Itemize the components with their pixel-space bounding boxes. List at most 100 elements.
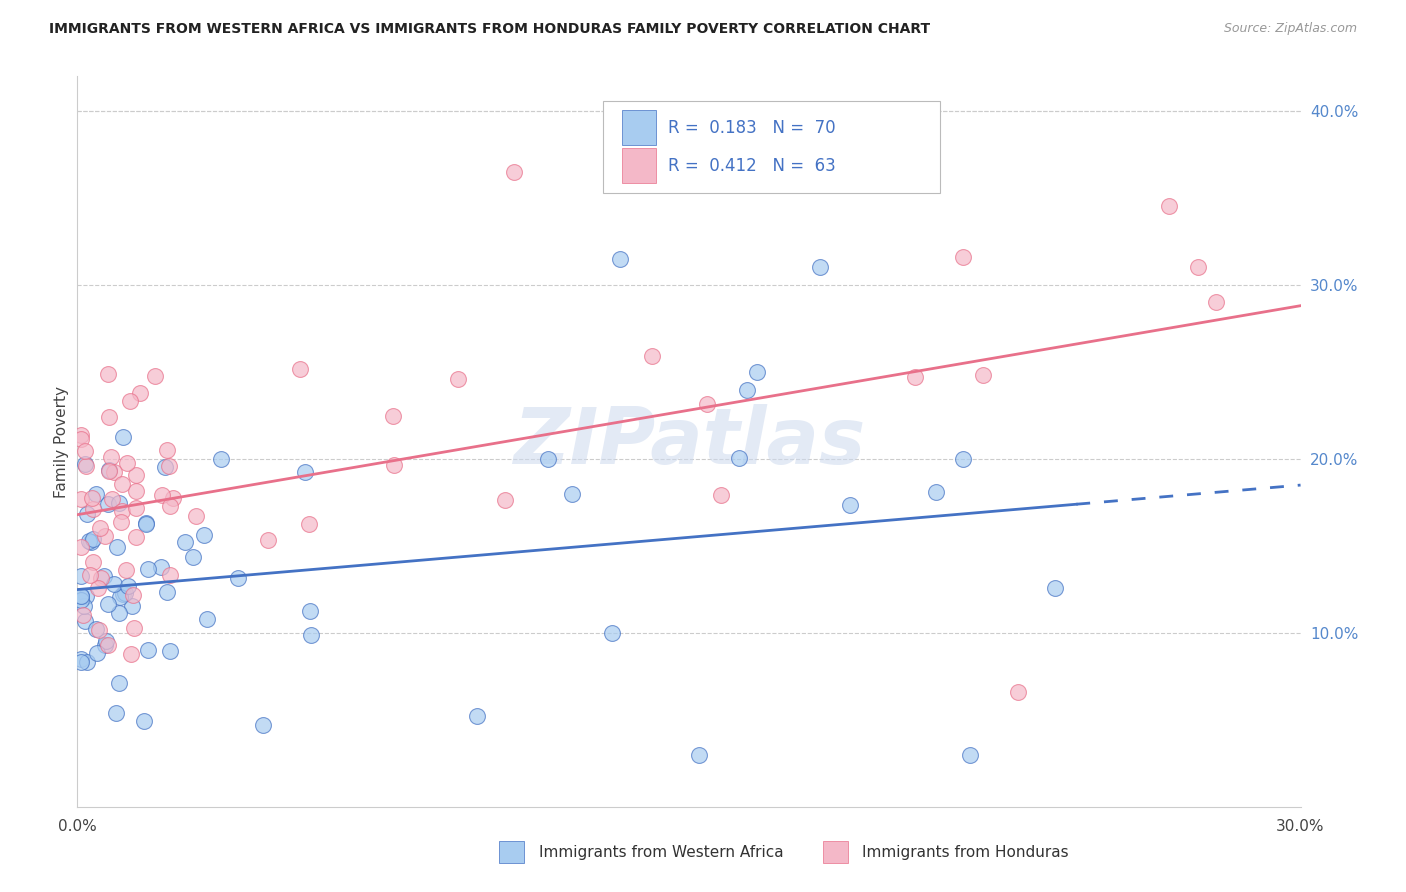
Point [82,555,104,569]
Point [181,550,204,565]
Point [100,492,122,507]
Point [108,496,131,510]
Point [70,432,93,446]
Text: Immigrants from Honduras: Immigrants from Honduras [862,845,1069,860]
Point [111,476,134,491]
Point [135,516,157,531]
Point [108,590,131,604]
Point [959,747,981,762]
Point [159,644,181,658]
Point [103,465,125,479]
Point [136,643,159,657]
Point [904,370,927,384]
Point [70,541,93,555]
Point [70,592,93,607]
Point [156,585,179,599]
Point [640,350,662,364]
Point [1187,260,1209,275]
Point [1159,199,1181,213]
Point [728,450,751,465]
Point [465,709,488,723]
Point [688,747,710,762]
Point [382,409,405,424]
Point [294,465,316,479]
Point [117,579,139,593]
Point [93,568,115,582]
Text: Source: ZipAtlas.com: Source: ZipAtlas.com [1223,22,1357,36]
Point [299,627,322,641]
Point [84,622,107,636]
Point [70,652,93,666]
Point [537,451,560,466]
Point [159,568,181,582]
Bar [823,841,848,863]
Point [70,589,93,603]
Point [1205,295,1227,310]
Point [972,368,994,382]
Point [76,655,98,669]
Point [93,638,115,652]
Point [90,571,112,585]
Point [135,516,157,530]
Point [87,582,110,596]
Point [115,456,138,470]
Bar [499,841,524,863]
Point [952,251,974,265]
Point [125,467,148,482]
Point [110,516,132,530]
Point [150,488,173,502]
Point [82,502,104,516]
Point [226,571,249,585]
Point [125,501,148,516]
Point [122,588,145,602]
Point [159,499,181,513]
Point [96,497,118,511]
Point [100,450,122,464]
Point [73,615,96,629]
Point [162,491,184,505]
Point [150,560,173,574]
Text: ZIPatlas: ZIPatlas [513,403,865,480]
Point [125,484,148,499]
Point [600,625,623,640]
Point [838,498,860,512]
Point [186,508,208,523]
Point [111,504,134,518]
Point [97,639,120,653]
Point [136,562,159,576]
Point [75,458,97,473]
Point [561,487,583,501]
Point [298,604,321,618]
Point [710,488,733,502]
Point [73,458,96,472]
Point [120,394,142,409]
Point [298,516,321,531]
Point [735,383,758,397]
Point [952,452,974,467]
Text: R =  0.412   N =  63: R = 0.412 N = 63 [668,157,837,175]
Point [96,634,118,648]
Point [114,586,136,600]
Point [97,410,120,425]
Point [80,534,103,549]
Point [156,442,179,457]
Point [257,533,280,547]
Point [121,599,143,614]
Text: IMMIGRANTS FROM WESTERN AFRICA VS IMMIGRANTS FROM HONDURAS FAMILY POVERTY CORREL: IMMIGRANTS FROM WESTERN AFRICA VS IMMIGR… [49,22,931,37]
Point [288,361,311,376]
Point [86,647,108,661]
Point [808,260,831,275]
Y-axis label: Family Poverty: Family Poverty [53,385,69,498]
Point [494,492,516,507]
Point [105,706,128,720]
Point [1043,581,1066,595]
Point [195,612,218,626]
Point [143,369,166,384]
Point [77,534,100,549]
Point [79,568,101,582]
Point [115,563,138,577]
Point [70,428,93,442]
Point [72,607,94,622]
Point [112,587,135,601]
Point [125,530,148,544]
